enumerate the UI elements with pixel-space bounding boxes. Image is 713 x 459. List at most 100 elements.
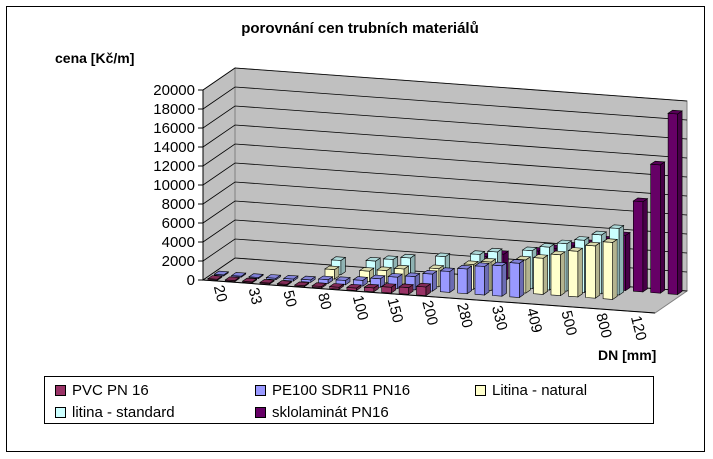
bar [213,270,230,277]
bar-top [363,283,380,289]
bar-front [457,267,468,295]
bar-top [602,238,619,243]
bar-side [432,270,438,292]
x-tick-label: 409 [523,306,546,334]
bar-side [618,224,624,296]
bar-top [207,275,223,280]
bar-top [358,267,375,272]
bar-side [501,262,507,297]
y-tick-label: 10000 [153,177,195,194]
bar [456,264,473,295]
bar-top [241,277,258,283]
bar-top [293,281,310,287]
bar [474,262,490,296]
bar-front [632,200,644,293]
legend-swatch [255,406,266,418]
legend-swatch [55,384,66,396]
bar-top [311,282,328,287]
bar-top [224,276,241,281]
x-tick-label: 100 [349,294,372,322]
legend-item: litina - standard [55,403,175,421]
bar-side [484,262,490,296]
bar-top [667,109,683,115]
bar [550,250,566,297]
gridline [202,105,688,140]
bar-front [550,253,561,296]
bar-top [567,247,584,252]
bar [265,274,282,281]
bar-top [382,255,399,260]
x-tick-label: 280 [453,301,476,329]
gridline [202,86,688,121]
y-tick-label: 2000 [162,253,195,270]
legend-label: sklolaminát PN16 [272,403,389,421]
bar-top [398,283,414,288]
bar-top [376,266,393,271]
bar [241,277,258,284]
bar [276,280,293,286]
bar-side [466,265,473,295]
bar [328,283,345,290]
legend-item: sklolaminát PN16 [255,403,389,421]
x-tick-label: 150 [384,296,407,324]
bar-top [480,257,497,263]
bar-side [677,110,683,296]
bar-top [213,270,230,276]
legend-item: Litina - natural [475,381,587,399]
bar-top [404,272,421,277]
bar-front [439,270,451,293]
legend-swatch [475,384,486,396]
bar-side [560,251,566,297]
bar-front [568,250,579,298]
bar [584,241,601,299]
bar-top [649,160,666,166]
bar-top [346,283,362,289]
legend-label: PVC PN 16 [72,381,149,399]
bar-front [474,265,485,296]
bar-top [556,239,573,245]
bar-top [387,273,404,278]
bar [602,238,619,300]
bar [230,272,247,278]
gridline [202,124,688,159]
legend-item: PVC PN 16 [55,381,149,399]
bar-top [456,264,473,270]
bar-top [550,250,566,256]
bar [567,247,584,298]
bar-top [259,279,275,284]
y-tick-label: 14000 [153,139,195,156]
bar-top [573,236,590,241]
x-tick-label: 50 [279,289,300,309]
bar-front [533,257,544,295]
gridline [202,181,688,216]
bar-top [230,272,247,277]
bar-top [491,261,508,267]
bar [224,276,241,283]
bar [248,273,264,280]
bar-front [509,262,520,298]
bar-front [416,285,427,296]
bar-side [525,256,531,294]
y-tick-label: 18000 [153,101,195,118]
bar-top [330,256,347,261]
bar-top [463,260,479,265]
chart-title: porovnání cen trubních materiálů [241,20,479,37]
bar-top [439,267,456,272]
bar-front [667,112,678,295]
bar-top [393,264,410,270]
bar-side [449,267,455,293]
bar-top [415,282,432,288]
bar-top [422,269,438,275]
bar-top [369,274,386,280]
bar-side [542,254,548,295]
y-tick-label: 16000 [153,120,195,137]
bar-top [352,276,369,281]
bar [491,261,508,297]
y-tick-label: 4000 [162,234,195,251]
bar [317,275,334,285]
bar [293,281,310,288]
bar [398,283,414,295]
legend-label: litina - standard [72,403,175,421]
y-tick-label: 6000 [162,215,195,232]
